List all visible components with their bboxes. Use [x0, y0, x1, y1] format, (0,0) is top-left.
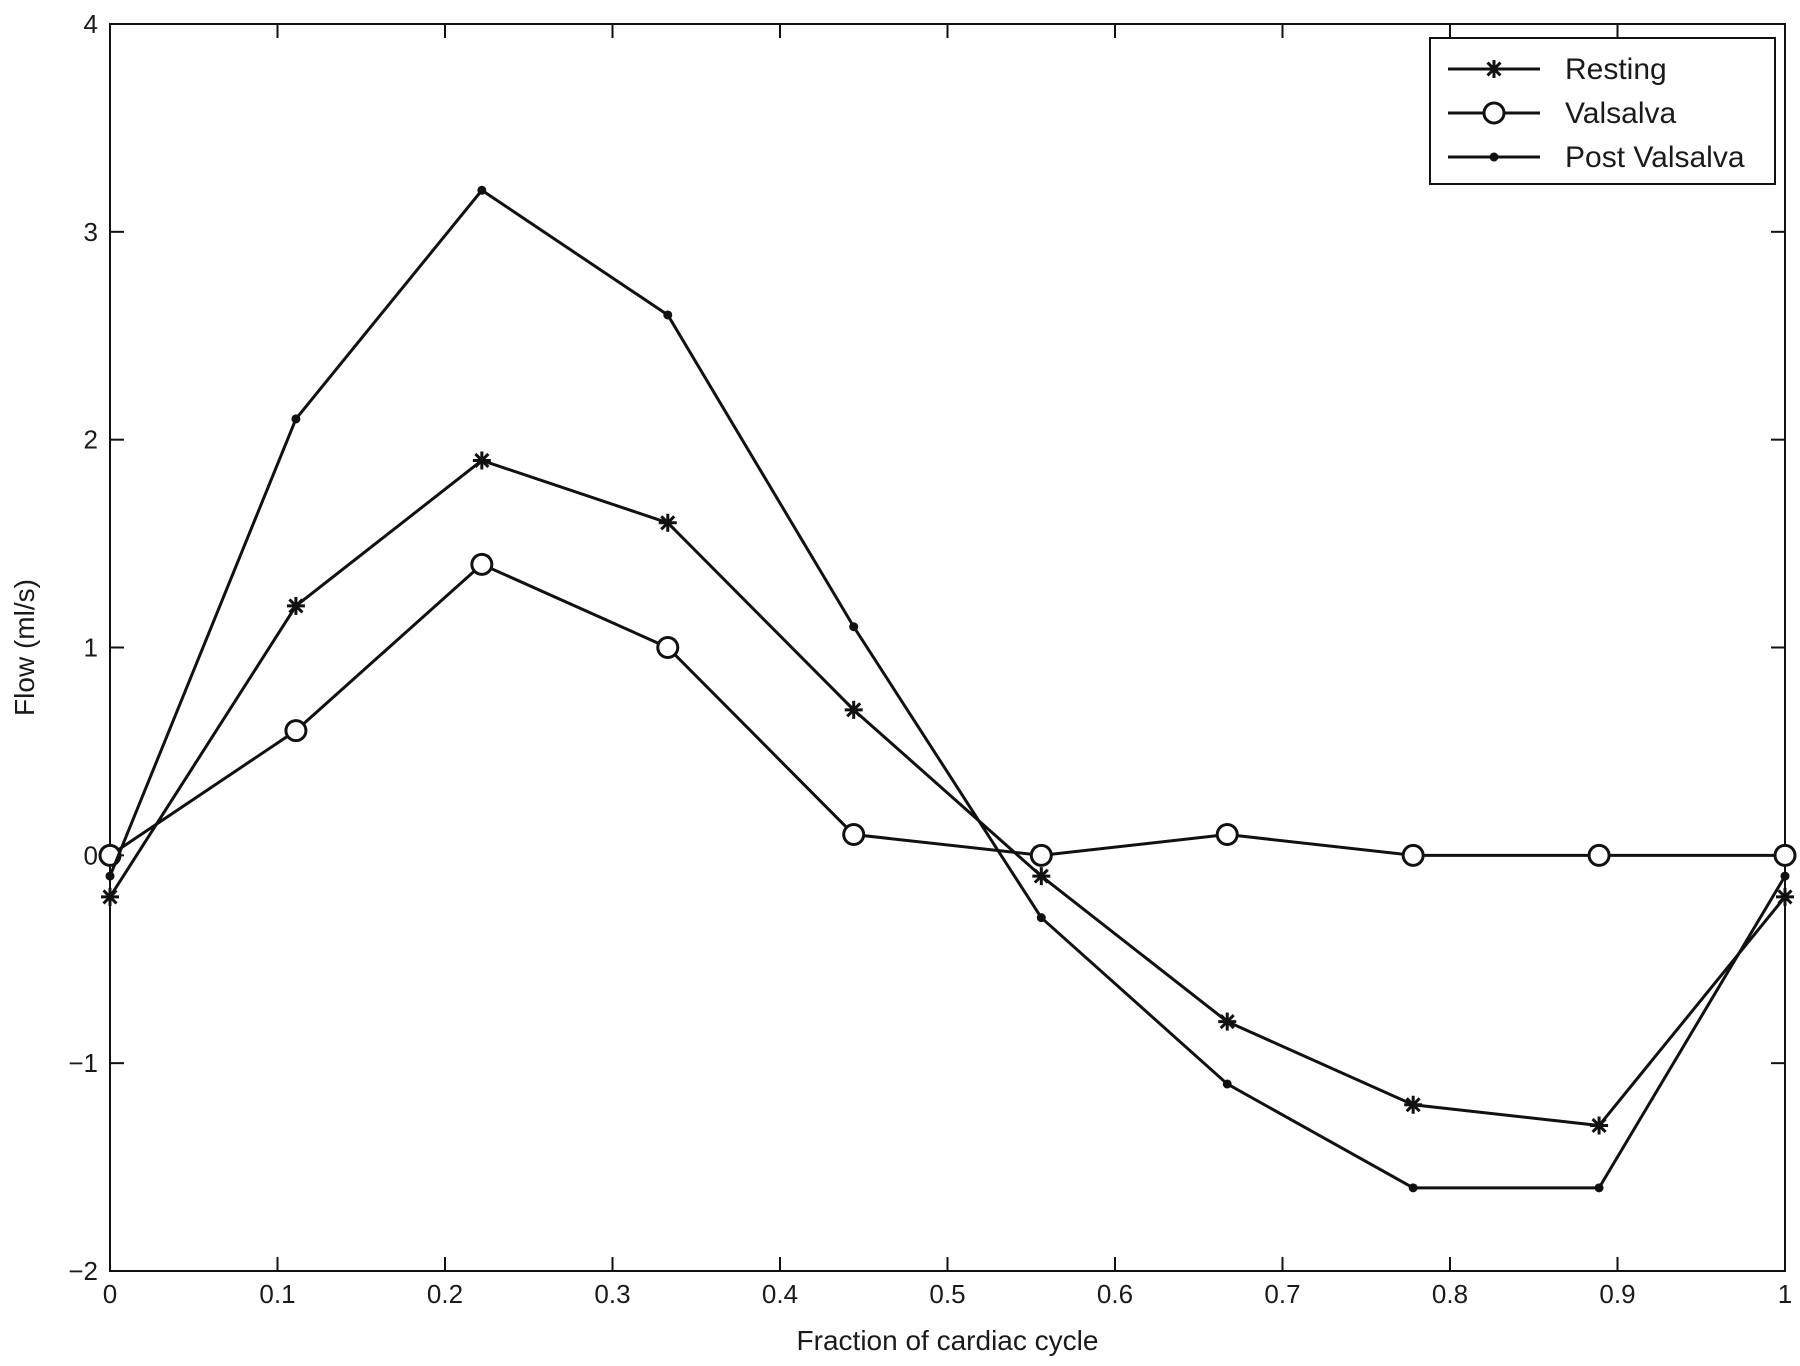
data-point-post-valsalva: [1222, 1079, 1232, 1089]
data-point-resting: [1404, 1095, 1423, 1114]
y-axis-label: Flow (ml/s): [9, 579, 40, 716]
data-point-post-valsalva: [477, 185, 487, 195]
data-point-valsalva: [1587, 843, 1611, 867]
x-tick-label: 0.2: [427, 1279, 463, 1309]
x-tick-label: 0.9: [1599, 1279, 1635, 1309]
tick-marks: [109, 23, 1786, 1272]
y-tick-label: 2: [84, 425, 98, 455]
legend-label-resting: Resting: [1565, 53, 1667, 86]
x-tick-label: 0.6: [1097, 1279, 1133, 1309]
legend-marker-valsalva: [1482, 101, 1506, 125]
x-tick-label: 0.7: [1264, 1279, 1300, 1309]
x-tick-label: 0.1: [259, 1279, 295, 1309]
data-point-post-valsalva: [849, 622, 859, 632]
data-point-resting: [101, 887, 119, 906]
legend-label-valsalva: Valsalva: [1565, 97, 1676, 130]
legend-marker-resting: [1485, 60, 1503, 78]
data-point-valsalva: [1215, 823, 1239, 847]
x-tick-label: 1: [1778, 1279, 1792, 1309]
series-layer: [98, 185, 1797, 1193]
y-tick-label: −2: [68, 1256, 98, 1286]
y-tick-label: −1: [68, 1048, 98, 1078]
data-point-valsalva: [470, 552, 494, 576]
data-point-post-valsalva: [1780, 871, 1790, 881]
y-tick-labels: −2 −1 0 1 2 3 4: [68, 9, 98, 1286]
data-point-resting: [1776, 887, 1794, 906]
series-line-valsalva: [109, 562, 1785, 857]
data-point-valsalva: [656, 636, 680, 659]
data-point-resting: [1032, 867, 1051, 886]
x-tick-label: 0.4: [762, 1279, 798, 1309]
legend: Resting Valsalva Post Valsalva: [1429, 37, 1776, 185]
x-tick-label: 0.3: [594, 1279, 630, 1309]
y-tick-label: 0: [84, 840, 98, 870]
data-point-valsalva: [842, 823, 866, 847]
x-axis-label: Fraction of cardiac cycle: [797, 1325, 1099, 1356]
data-point-post-valsalva: [105, 871, 115, 881]
plot-area-frame: [109, 23, 1786, 1272]
series-line-post-valsalva: [108, 188, 1787, 1190]
data-point-valsalva: [1773, 843, 1797, 867]
data-point-post-valsalva: [663, 310, 673, 320]
y-tick-label: 3: [84, 217, 98, 247]
data-point-post-valsalva: [1408, 1183, 1418, 1193]
data-point-valsalva: [1401, 843, 1425, 867]
data-point-resting: [286, 596, 305, 615]
data-point-resting: [844, 700, 863, 719]
y-tick-label: 4: [84, 9, 98, 39]
data-point-post-valsalva: [1036, 913, 1046, 923]
data-point-resting: [658, 513, 677, 532]
x-tick-label: 0: [103, 1279, 117, 1309]
y-tick-label: 1: [84, 633, 98, 663]
data-point-resting: [472, 451, 491, 470]
data-point-resting: [1590, 1116, 1609, 1135]
data-point-post-valsalva: [1594, 1183, 1604, 1193]
data-point-resting: [1218, 1012, 1237, 1031]
data-point-post-valsalva: [291, 414, 301, 424]
x-tick-labels: 0 0.1 0.2 0.3 0.4 0.5 0.6 0.7 0.8 0.9 1: [103, 1279, 1792, 1309]
series-line-resting: [108, 458, 1787, 1128]
legend-label-post-valsalva: Post Valsalva: [1565, 141, 1745, 174]
data-point-valsalva: [284, 719, 308, 743]
legend-marker-post-valsalva: [1489, 152, 1499, 162]
x-tick-label: 0.5: [929, 1279, 965, 1309]
data-point-valsalva: [1029, 843, 1053, 867]
x-tick-label: 0.8: [1432, 1279, 1468, 1309]
